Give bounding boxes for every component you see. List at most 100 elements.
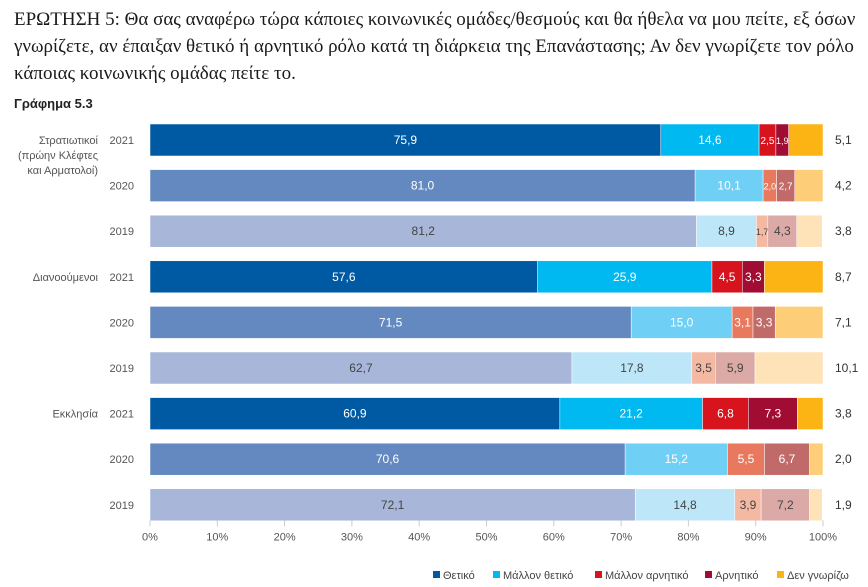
data-label: 57,6 [332, 270, 356, 284]
x-tick-label: 50% [475, 531, 497, 543]
year-label: 2021 [110, 409, 134, 421]
bar-segment [149, 260, 538, 294]
bar-segment [660, 123, 760, 157]
group-label: Εκκλησία [52, 409, 98, 421]
data-label: 14,6 [698, 133, 722, 147]
data-label: 5,9 [727, 361, 744, 375]
bar-segment [764, 260, 824, 294]
year-label: 2019 [110, 363, 134, 375]
data-label: 71,5 [379, 315, 403, 329]
bar-segment [788, 123, 824, 157]
bar-segment [774, 306, 824, 339]
group-label: (πρώην Κλέφτες [18, 150, 98, 162]
bar-segment [809, 442, 824, 476]
data-label: 2,7 [779, 182, 793, 193]
bar-segment [149, 397, 561, 430]
data-label: 3,8 [835, 224, 852, 238]
data-label: 5,1 [835, 133, 852, 147]
legend-swatch [777, 571, 784, 578]
data-label: 15,2 [665, 452, 689, 466]
legend-label: Θετικό [443, 570, 475, 582]
data-label: 10,1 [717, 179, 741, 193]
data-label: 81,0 [411, 179, 435, 193]
data-label: 75,9 [394, 133, 418, 147]
data-label: 3,3 [745, 270, 762, 284]
bar-segment [634, 488, 736, 522]
data-label: 4,3 [774, 224, 791, 238]
bar-segment [809, 488, 823, 522]
x-tick-label: 80% [677, 531, 699, 543]
bar-segment [764, 442, 810, 476]
year-label: 2020 [110, 317, 134, 329]
data-label: 15,0 [670, 315, 694, 329]
data-label: 2,0 [764, 182, 777, 192]
data-label: 81,2 [412, 224, 436, 238]
data-label: 8,7 [835, 270, 852, 284]
bar-segment [711, 260, 743, 294]
year-label: 2021 [110, 272, 134, 284]
chart-title: Γράφημα 5.3 [14, 96, 93, 111]
group-label: και Αρματολοί) [27, 165, 98, 177]
data-label: 5,5 [738, 452, 755, 466]
data-label: 3,8 [835, 407, 852, 421]
bar-segment [149, 442, 626, 476]
data-label: 8,9 [718, 224, 735, 238]
bar-segment [149, 488, 636, 522]
year-label: 2019 [110, 500, 134, 512]
legend-label: Μάλλον θετικό [503, 570, 573, 582]
data-label: 7,2 [777, 498, 794, 512]
data-label: 7,1 [835, 315, 852, 329]
bar-segment [796, 214, 823, 248]
x-tick-label: 0% [142, 531, 158, 543]
legend-label: Δεν γνωρίζω [787, 570, 849, 582]
group-label: Διανοούμενοι [33, 272, 99, 284]
data-label: 3,1 [734, 315, 751, 329]
legend-label: Αρνητικό [715, 570, 758, 582]
bar-segment [149, 214, 697, 248]
bar-segment [559, 397, 703, 430]
bar-segment [715, 351, 756, 385]
data-label: 4,2 [835, 179, 852, 193]
x-tick-label: 60% [543, 531, 565, 543]
data-label: 6,8 [717, 407, 734, 421]
bar-segment [537, 260, 713, 294]
bar-segment [794, 169, 824, 202]
bar-segment [624, 442, 728, 476]
x-tick-label: 10% [206, 531, 228, 543]
data-label: 21,2 [620, 407, 644, 421]
data-label: 62,7 [349, 361, 373, 375]
legend-swatch [705, 571, 712, 578]
data-label: 72,1 [381, 498, 405, 512]
data-label: 60,9 [343, 407, 367, 421]
bar-segment [767, 214, 798, 248]
data-label: 25,9 [613, 270, 637, 284]
bar-segment [754, 351, 824, 385]
data-label: 3,5 [695, 361, 712, 375]
x-tick-label: 40% [408, 531, 430, 543]
data-label: 10,1 [835, 361, 859, 375]
x-tick-label: 30% [341, 531, 363, 543]
data-label: 17,8 [620, 361, 644, 375]
bar-segment [694, 169, 764, 202]
year-label: 2019 [110, 226, 134, 238]
data-label: 1,7 [756, 227, 769, 237]
data-label: 1,9 [776, 136, 789, 146]
x-tick-label: 100% [809, 531, 837, 543]
bar-segment [748, 397, 798, 430]
legend-swatch [595, 571, 602, 578]
year-label: 2020 [110, 454, 134, 466]
bar-segment [149, 169, 696, 202]
legend-swatch [493, 571, 500, 578]
bar-segment [571, 351, 693, 385]
group-label: Στρατιωτικοί [39, 135, 99, 147]
data-label: 70,6 [376, 452, 400, 466]
legend-label: Μάλλον αρνητικό [605, 570, 689, 582]
data-label: 2,0 [835, 452, 852, 466]
data-label: 4,5 [719, 270, 736, 284]
year-label: 2021 [110, 135, 134, 147]
x-tick-label: 70% [610, 531, 632, 543]
data-label: 3,3 [756, 315, 773, 329]
question-text: ΕΡΩΤΗΣΗ 5: Θα σας αναφέρω τώρα κάποιες κ… [14, 9, 856, 84]
x-tick-label: 20% [274, 531, 296, 543]
